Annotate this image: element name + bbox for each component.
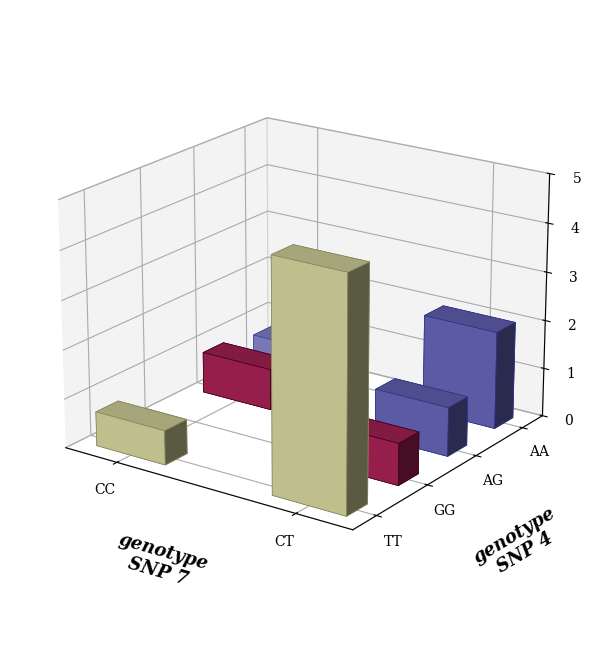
Y-axis label: genotype
SNP 4: genotype SNP 4 xyxy=(470,504,569,584)
X-axis label: genotype
SNP 7: genotype SNP 7 xyxy=(112,531,211,594)
